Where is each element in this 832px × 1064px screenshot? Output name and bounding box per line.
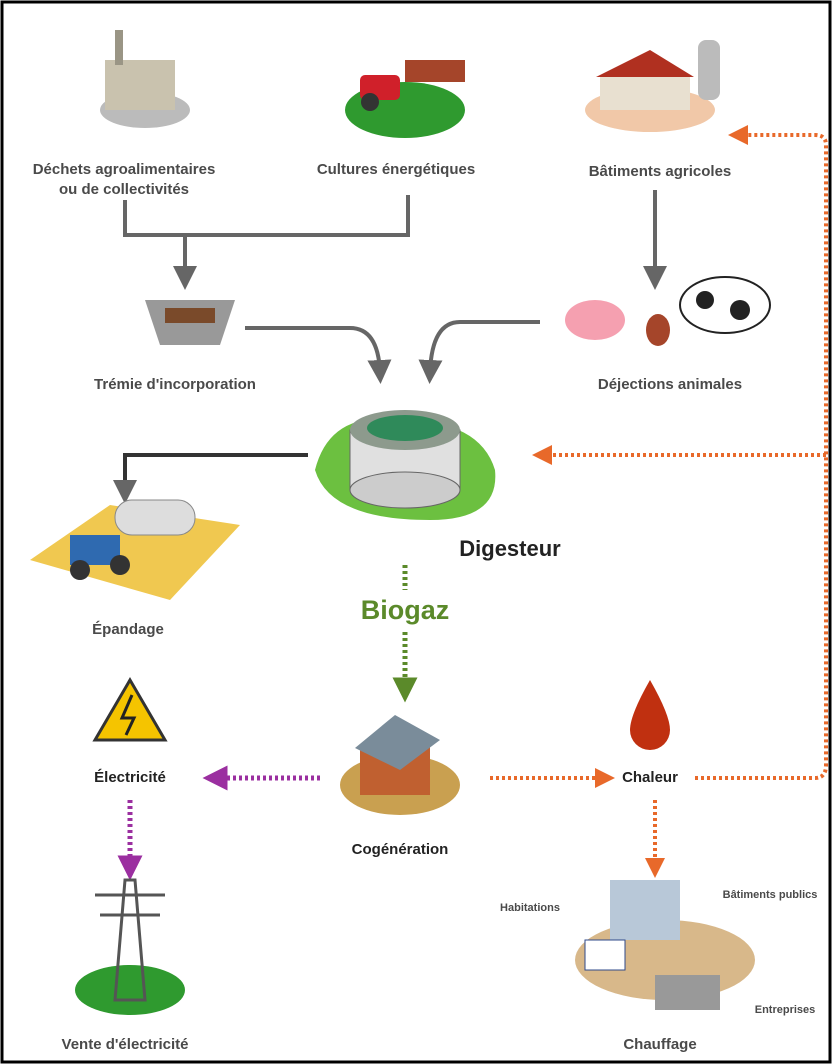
node-label: Électricité (94, 769, 166, 786)
node-label: Trémie d'incorporation (94, 376, 256, 393)
node-label: Digesteur (459, 536, 561, 561)
node-label: Biogaz (361, 595, 450, 625)
node-label: ou de collectivités (59, 181, 189, 198)
node-label: Bâtiments agricoles (589, 163, 732, 180)
node-label: Cultures énergétiques (317, 161, 475, 178)
node-label: Chauffage (623, 1036, 696, 1053)
node-label: Chaleur (622, 769, 678, 786)
node-label: Déjections animales (598, 376, 742, 393)
node-label: Habitations (500, 902, 560, 914)
node-label: Vente d'électricité (62, 1036, 189, 1053)
node-label: Cogénération (352, 841, 449, 858)
node-label: Épandage (92, 621, 164, 638)
node-label: Bâtiments publics (723, 889, 818, 901)
biogas-diagram: Déchets agroalimentaires ou de collectiv… (0, 0, 832, 1064)
node-label: Déchets agroalimentaires (33, 161, 216, 178)
node-label: Entreprises (755, 1004, 816, 1016)
